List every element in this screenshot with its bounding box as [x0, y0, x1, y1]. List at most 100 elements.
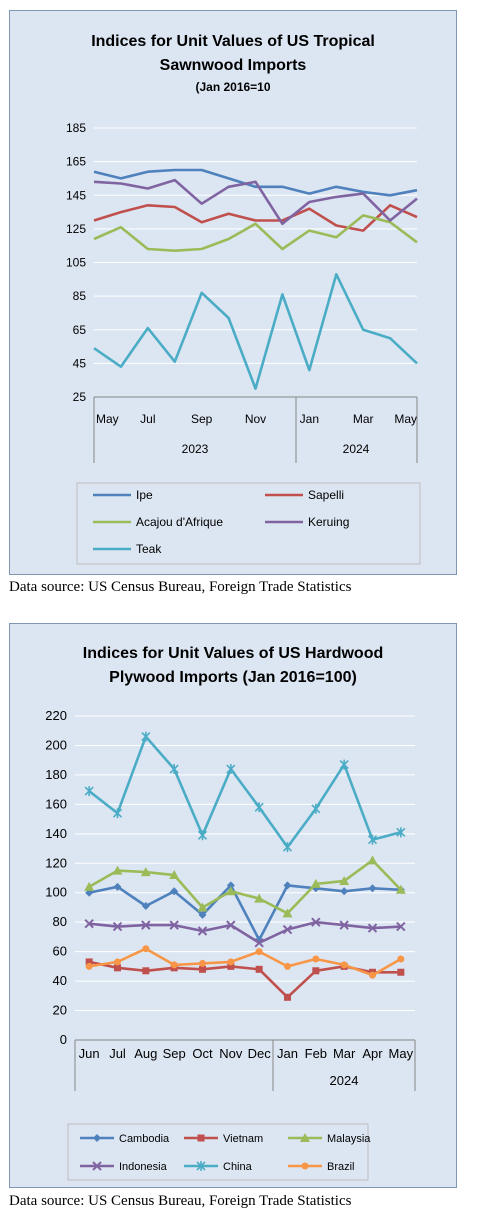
x-tick-label: Sep: [163, 1046, 186, 1061]
series-line-keruing: [93, 178, 418, 226]
data-point-china: [197, 830, 208, 841]
data-point-malaysia: [310, 878, 321, 888]
series-line-brazil: [88, 947, 402, 977]
legend-marker-cambodia: [93, 1134, 101, 1142]
data-point-malaysia: [169, 870, 180, 880]
sawnwood-chart: Indices for Unit Values of US Tropical S…: [66, 33, 421, 565]
data-point-china: [141, 731, 151, 742]
data-point-brazil: [312, 955, 320, 963]
data-point-cambodia: [113, 882, 122, 891]
legend-marker-vietnam: [197, 1134, 205, 1142]
sawnwood-chart-panel: Indices for Unit Values of US Tropical S…: [9, 10, 457, 575]
y-tick-label: 180: [45, 767, 67, 782]
year-label: 2024: [330, 1073, 359, 1088]
y-tick-label: 40: [53, 973, 67, 988]
data-point-china: [112, 808, 123, 819]
data-point-indonesia: [396, 921, 406, 932]
data-point-indonesia: [254, 938, 264, 948]
x-tick-label: Apr: [362, 1046, 383, 1061]
data-point-indonesia: [367, 923, 378, 933]
chart-title-line-1: Indices for Unit Values of US Hardwood: [83, 645, 383, 662]
legend-label-china: China: [223, 1161, 253, 1173]
y-tick-label: 200: [45, 737, 67, 752]
data-point-malaysia: [84, 881, 95, 891]
y-tick-label: 100: [45, 885, 67, 900]
chart-title-line-2: Sawnwood Imports: [160, 57, 307, 74]
series-line-cambodia: [88, 884, 401, 942]
x-tick-label: Oct: [192, 1046, 213, 1061]
data-point-indonesia: [226, 920, 236, 930]
y-tick-label: 20: [53, 1003, 67, 1018]
data-point-china: [367, 834, 378, 845]
data-point-malaysia: [140, 867, 151, 877]
y-tick-label: 165: [66, 155, 86, 169]
x-tick-label: May: [389, 1046, 414, 1061]
y-tick-label: 160: [45, 796, 67, 811]
data-point-malaysia: [197, 902, 208, 912]
legend-marker-brazil: [301, 1162, 309, 1170]
x-tick-label: Mar: [333, 1046, 356, 1061]
legend-label-indonesia: Indonesia: [119, 1161, 168, 1173]
legend-box: [76, 482, 421, 565]
y-tick-label: 185: [66, 121, 86, 135]
data-point-malaysia: [254, 893, 265, 903]
chart-title-line-2: Plywood Imports (Jan 2016=100): [109, 669, 357, 686]
plot-area: [75, 716, 415, 1040]
data-point-brazil: [284, 962, 291, 970]
legend-label-cambodia: Cambodia: [119, 1133, 170, 1145]
year-label: 2023: [182, 442, 209, 456]
year-label: 2024: [343, 442, 370, 456]
y-tick-label: 80: [53, 914, 67, 929]
y-tick-label: 45: [73, 356, 87, 370]
data-point-malaysia: [282, 908, 293, 918]
series-line-sapelli: [93, 204, 418, 232]
data-point-china: [84, 786, 94, 797]
data-point-vietnam: [284, 993, 291, 1001]
data-point-china: [226, 764, 236, 775]
data-point-cambodia: [340, 887, 349, 896]
data-point-brazil: [142, 945, 150, 953]
data-point-brazil: [85, 962, 93, 970]
data-point-vietnam: [255, 965, 263, 973]
x-tick-label: Jan: [300, 412, 319, 426]
chart-subtitle: (Jan 2016=10: [195, 80, 270, 94]
y-tick-label: 220: [45, 708, 67, 723]
data-source-note: Data source: US Census Bureau, Foreign T…: [9, 1193, 352, 1209]
data-point-china: [339, 759, 349, 770]
y-tick-label: 140: [45, 826, 67, 841]
data-point-brazil: [114, 958, 121, 966]
y-tick-label: 120: [45, 855, 67, 870]
plywood-chart: Indices for Unit Values of US Hardwood P…: [45, 645, 416, 1181]
x-tick-label: Jan: [277, 1046, 298, 1061]
data-point-brazil: [170, 961, 178, 969]
data-point-china: [254, 802, 264, 813]
data-point-cambodia: [226, 881, 235, 890]
data-point-vietnam: [85, 958, 93, 966]
x-tick-label: Dec: [248, 1046, 272, 1061]
data-point-vietnam: [142, 967, 150, 975]
data-point-vietnam: [312, 967, 320, 975]
data-point-brazil: [227, 958, 235, 966]
x-tick-label: May: [394, 412, 417, 426]
x-tick-label: Jul: [140, 412, 155, 426]
data-point-brazil: [397, 955, 405, 963]
data-point-cambodia: [170, 887, 179, 896]
series-line-china: [88, 735, 402, 849]
data-point-malaysia: [339, 875, 350, 885]
series-line-malaysia: [88, 859, 402, 915]
data-point-cambodia: [141, 901, 150, 910]
data-point-cambodia: [198, 910, 207, 919]
x-tick-label: Nov: [219, 1046, 243, 1061]
chart-title-line-1: Indices for Unit Values of US Tropical: [91, 33, 375, 50]
legend-box: [67, 1123, 369, 1181]
x-tick-label: Nov: [245, 412, 266, 426]
plywood-chart-panel: Indices for Unit Values of US Hardwood P…: [9, 623, 457, 1188]
legend-label-vietnam: Vietnam: [223, 1133, 263, 1145]
legend-label-keruing: Keruing: [308, 515, 349, 529]
series-line-acajou-d-afrique: [93, 214, 418, 252]
legend-label-sapelli: Sapelli: [308, 488, 344, 502]
data-point-vietnam: [114, 964, 121, 972]
data-point-indonesia: [282, 924, 293, 935]
x-tick-label: Mar: [353, 412, 374, 426]
data-point-brazil: [369, 971, 376, 979]
